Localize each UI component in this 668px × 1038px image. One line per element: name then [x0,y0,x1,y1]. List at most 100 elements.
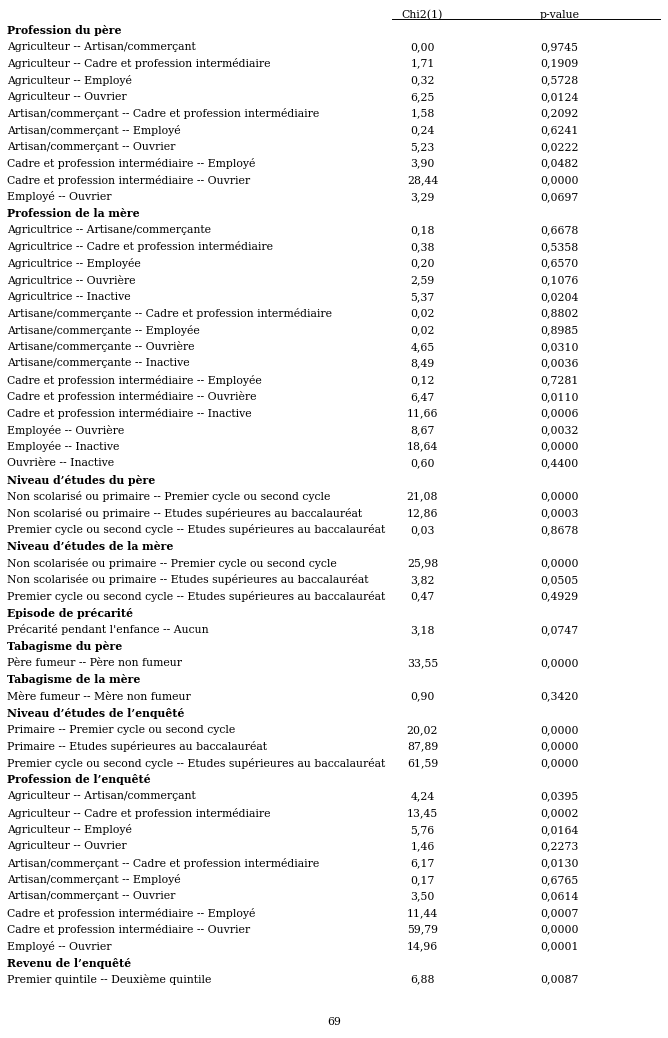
Text: 0,5358: 0,5358 [540,242,578,252]
Text: 61,59: 61,59 [407,758,438,768]
Text: Niveau d’études de l’enquêté: Niveau d’études de l’enquêté [7,708,185,718]
Text: 0,0505: 0,0505 [540,575,578,585]
Text: 4,24: 4,24 [410,791,435,801]
Text: 11,44: 11,44 [407,908,438,918]
Text: Employée -- Inactive: Employée -- Inactive [7,441,120,453]
Text: 6,88: 6,88 [410,975,435,985]
Text: Premier quintile -- Deuxième quintile: Premier quintile -- Deuxième quintile [7,975,212,985]
Text: 0,0204: 0,0204 [540,292,578,302]
Text: 0,0747: 0,0747 [540,625,578,635]
Text: 0,0124: 0,0124 [540,92,578,102]
Text: 0,0000: 0,0000 [540,758,578,768]
Text: Chi2(1): Chi2(1) [401,10,443,21]
Text: 0,0614: 0,0614 [540,892,578,901]
Text: 0,6241: 0,6241 [540,126,578,135]
Text: Profession du père: Profession du père [7,25,122,36]
Text: 0,0000: 0,0000 [540,492,578,501]
Text: 0,6765: 0,6765 [540,875,578,884]
Text: 0,0310: 0,0310 [540,342,578,352]
Text: Artisan/commerçant -- Ouvrier: Artisan/commerçant -- Ouvrier [7,142,176,152]
Text: 0,0110: 0,0110 [540,391,578,402]
Text: Agricultrice -- Cadre et profession intermédiaire: Agricultrice -- Cadre et profession inte… [7,242,273,252]
Text: 0,8802: 0,8802 [540,308,578,319]
Text: Premier cycle ou second cycle -- Etudes supérieures au baccalauréat: Premier cycle ou second cycle -- Etudes … [7,524,385,536]
Text: 0,02: 0,02 [410,308,435,319]
Text: Agriculteur -- Ouvrier: Agriculteur -- Ouvrier [7,842,127,851]
Text: 0,0087: 0,0087 [540,975,578,985]
Text: 0,24: 0,24 [410,126,435,135]
Text: 0,2273: 0,2273 [540,842,578,851]
Text: 20,02: 20,02 [407,725,438,735]
Text: 3,18: 3,18 [410,625,435,635]
Text: 0,0006: 0,0006 [540,408,578,418]
Text: 18,64: 18,64 [407,442,438,452]
Text: 12,86: 12,86 [407,509,438,518]
Text: 0,1909: 0,1909 [540,58,578,69]
Text: Tabagisme de la mère: Tabagisme de la mère [7,675,141,685]
Text: 6,47: 6,47 [410,391,435,402]
Text: Cadre et profession intermédiaire -- Ouvrier: Cadre et profession intermédiaire -- Ouv… [7,924,250,935]
Text: Premier cycle ou second cycle -- Etudes supérieures au baccalauréat: Premier cycle ou second cycle -- Etudes … [7,591,385,602]
Text: Tabagisme du père: Tabagisme du père [7,641,123,652]
Text: 0,0222: 0,0222 [540,142,578,152]
Text: Cadre et profession intermédiaire -- Employé: Cadre et profession intermédiaire -- Emp… [7,158,256,169]
Text: Précarité pendant l'enfance -- Aucun: Précarité pendant l'enfance -- Aucun [7,625,209,635]
Text: Niveau d’études de la mère: Niveau d’études de la mère [7,541,174,552]
Text: 4,65: 4,65 [410,342,435,352]
Text: Agriculteur -- Artisan/commerçant: Agriculteur -- Artisan/commerçant [7,42,196,52]
Text: 8,49: 8,49 [410,358,435,368]
Text: Artisane/commerçante -- Inactive: Artisane/commerçante -- Inactive [7,358,190,368]
Text: 0,2092: 0,2092 [540,109,578,118]
Text: Premier cycle ou second cycle -- Etudes supérieures au baccalauréat: Premier cycle ou second cycle -- Etudes … [7,758,385,769]
Text: 5,23: 5,23 [410,142,435,152]
Text: 0,1076: 0,1076 [540,275,578,285]
Text: 0,4400: 0,4400 [540,459,578,468]
Text: 0,90: 0,90 [410,691,435,702]
Text: 0,6678: 0,6678 [540,225,578,236]
Text: 0,0130: 0,0130 [540,858,578,868]
Text: Non scolarisé ou primaire -- Etudes supérieures au baccalauréat: Non scolarisé ou primaire -- Etudes supé… [7,508,363,519]
Text: 0,0000: 0,0000 [540,725,578,735]
Text: 69: 69 [327,1017,341,1027]
Text: Profession de la mère: Profession de la mère [7,208,140,219]
Text: 0,03: 0,03 [410,525,435,535]
Text: 3,29: 3,29 [410,192,435,201]
Text: Agriculteur -- Employé: Agriculteur -- Employé [7,75,132,86]
Text: 0,18: 0,18 [410,225,435,236]
Text: Primaire -- Premier cycle ou second cycle: Primaire -- Premier cycle ou second cycl… [7,725,236,735]
Text: 3,82: 3,82 [410,575,435,585]
Text: 0,32: 0,32 [410,76,435,85]
Text: 0,0000: 0,0000 [540,925,578,934]
Text: Cadre et profession intermédiaire -- Employée: Cadre et profession intermédiaire -- Emp… [7,375,262,385]
Text: 14,96: 14,96 [407,941,438,952]
Text: Agricultrice -- Ouvrière: Agricultrice -- Ouvrière [7,275,136,285]
Text: Artisan/commerçant -- Employé: Artisan/commerçant -- Employé [7,125,181,136]
Text: Cadre et profession intermédiaire -- Inactive: Cadre et profession intermédiaire -- Ina… [7,408,252,419]
Text: 3,50: 3,50 [410,892,435,901]
Text: Employé -- Ouvrier: Employé -- Ouvrier [7,940,112,952]
Text: Profession de l’enquêté: Profession de l’enquêté [7,774,151,786]
Text: 0,0000: 0,0000 [540,558,578,568]
Text: Employé -- Ouvrier: Employé -- Ouvrier [7,191,112,202]
Text: Agriculteur -- Cadre et profession intermédiaire: Agriculteur -- Cadre et profession inter… [7,808,271,819]
Text: 0,47: 0,47 [410,592,435,602]
Text: 0,0000: 0,0000 [540,175,578,185]
Text: p-value: p-value [539,10,579,20]
Text: 0,0482: 0,0482 [540,159,578,168]
Text: 33,55: 33,55 [407,658,438,668]
Text: 2,59: 2,59 [410,275,435,285]
Text: Cadre et profession intermédiaire -- Ouvrière: Cadre et profession intermédiaire -- Ouv… [7,391,257,403]
Text: 25,98: 25,98 [407,558,438,568]
Text: 0,17: 0,17 [410,875,435,884]
Text: Employée -- Ouvrière: Employée -- Ouvrière [7,425,125,436]
Text: 1,71: 1,71 [410,58,435,69]
Text: 0,0000: 0,0000 [540,442,578,452]
Text: 0,0032: 0,0032 [540,425,578,435]
Text: Revenu de l’enquêté: Revenu de l’enquêté [7,957,132,968]
Text: Artisane/commerçante -- Ouvrière: Artisane/commerçante -- Ouvrière [7,342,195,352]
Text: 8,67: 8,67 [410,425,435,435]
Text: 0,02: 0,02 [410,325,435,335]
Text: Agricultrice -- Artisane/commerçante: Agricultrice -- Artisane/commerçante [7,225,211,236]
Text: Cadre et profession intermédiaire -- Ouvrier: Cadre et profession intermédiaire -- Ouv… [7,174,250,186]
Text: Ouvrière -- Inactive: Ouvrière -- Inactive [7,459,114,468]
